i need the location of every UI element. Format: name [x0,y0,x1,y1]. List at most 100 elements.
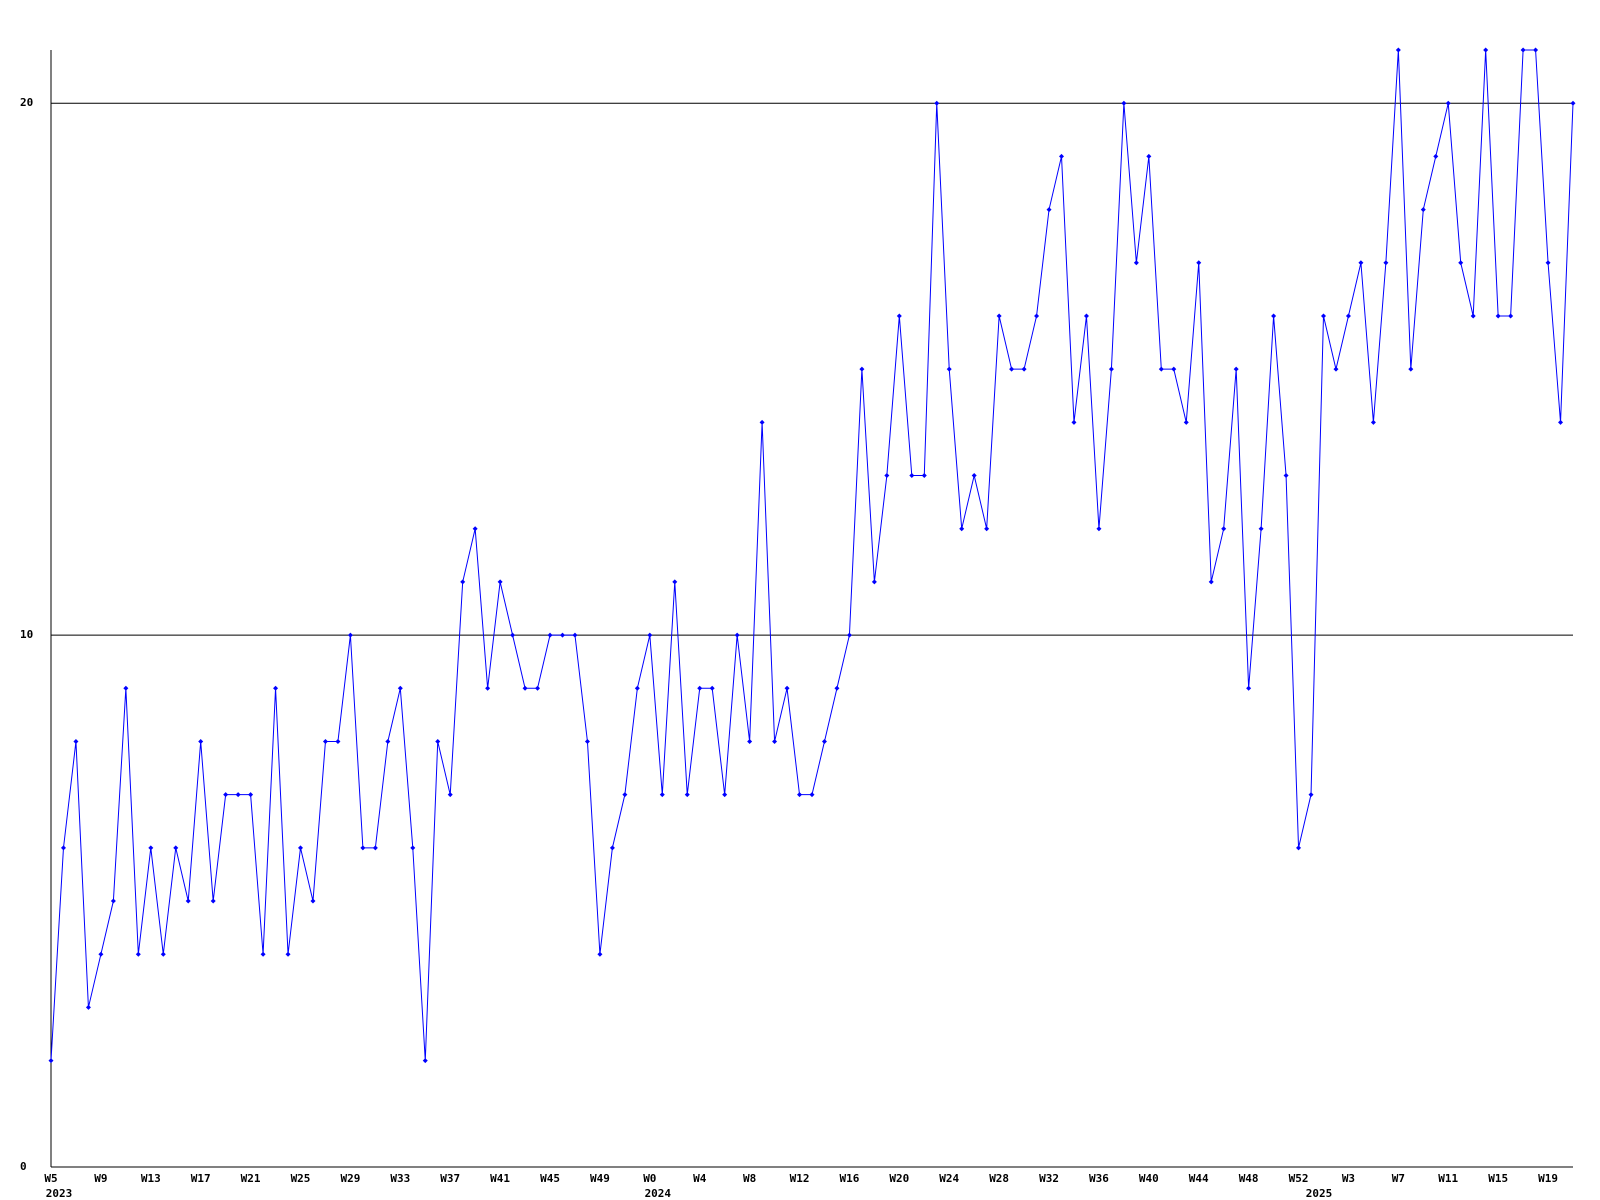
x-tick-label: W52 [1289,1172,1309,1185]
x-tick-label: W16 [839,1172,859,1185]
x-tick-label: W48 [1239,1172,1259,1185]
point [235,792,241,798]
point [1345,313,1351,319]
point [1333,366,1339,372]
point [572,632,578,638]
x-tick-label: W15 [1488,1172,1508,1185]
point [971,473,977,479]
x-tick-label: W37 [440,1172,460,1185]
point [559,632,565,638]
point [522,685,528,691]
x-tick-label: W21 [241,1172,261,1185]
point [485,685,491,691]
x-tick-label: W13 [141,1172,161,1185]
x-tick-label: W17 [191,1172,211,1185]
x-tick-label: W28 [989,1172,1009,1185]
x-tick-label: W12 [790,1172,810,1185]
point [584,738,590,744]
x-year-label: 2024 [645,1187,672,1200]
point [659,792,665,798]
point [1271,313,1277,319]
point [547,632,553,638]
point [896,313,902,319]
point [1520,47,1526,53]
point [797,792,803,798]
x-tick-label: W33 [390,1172,410,1185]
x-tick-label: W7 [1392,1172,1405,1185]
y-tick-label: 0 [20,1160,27,1173]
point [285,951,291,957]
point [85,1004,91,1010]
point [1458,260,1464,266]
point [1508,313,1514,319]
point [1059,153,1065,159]
y-tick-label: 20 [20,96,33,109]
x-year-label: 2023 [46,1187,73,1200]
x-year-label: 2025 [1306,1187,1333,1200]
point [1046,207,1052,213]
x-tick-label: W36 [1089,1172,1109,1185]
point [1296,845,1302,851]
point [210,898,216,904]
point [647,632,653,638]
x-tick-label: W25 [291,1172,311,1185]
x-tick-label: W4 [693,1172,707,1185]
point [360,845,366,851]
point [1408,366,1414,372]
point [1533,47,1539,53]
x-tick-label: W9 [94,1172,107,1185]
point [1358,260,1364,266]
point [1196,260,1202,266]
point [1034,313,1040,319]
x-tick-label: W19 [1538,1172,1558,1185]
point [173,845,179,851]
point [996,313,1002,319]
point [335,738,341,744]
x-tick-label: W5 [44,1172,57,1185]
point [1096,526,1102,532]
point [946,366,952,372]
point [1483,47,1489,53]
point [609,845,615,851]
point [859,366,865,372]
point [298,845,304,851]
point [73,738,79,744]
point [734,632,740,638]
point [1171,366,1177,372]
x-tick-label: W3 [1342,1172,1355,1185]
point [1433,153,1439,159]
point [1370,419,1376,425]
point [984,526,990,532]
point [846,632,852,638]
x-tick-label: W44 [1189,1172,1209,1185]
point [347,632,353,638]
point [1208,579,1214,585]
point [372,845,378,851]
point [709,685,715,691]
y-tick-label: 10 [20,628,33,641]
point [160,951,166,957]
point [273,685,279,691]
point [248,792,254,798]
point [1108,366,1114,372]
point [1021,366,1027,372]
point [1258,526,1264,532]
point [60,845,66,851]
point [110,898,116,904]
point [1083,313,1089,319]
x-tick-label: W40 [1139,1172,1159,1185]
point [871,579,877,585]
point [1320,313,1326,319]
point [959,526,965,532]
point [834,685,840,691]
point [198,738,204,744]
point [148,845,154,851]
x-tick-label: W24 [939,1172,959,1185]
point [223,792,229,798]
point [697,685,703,691]
point [1383,260,1389,266]
point [135,951,141,957]
point [435,738,441,744]
point [48,1058,54,1064]
